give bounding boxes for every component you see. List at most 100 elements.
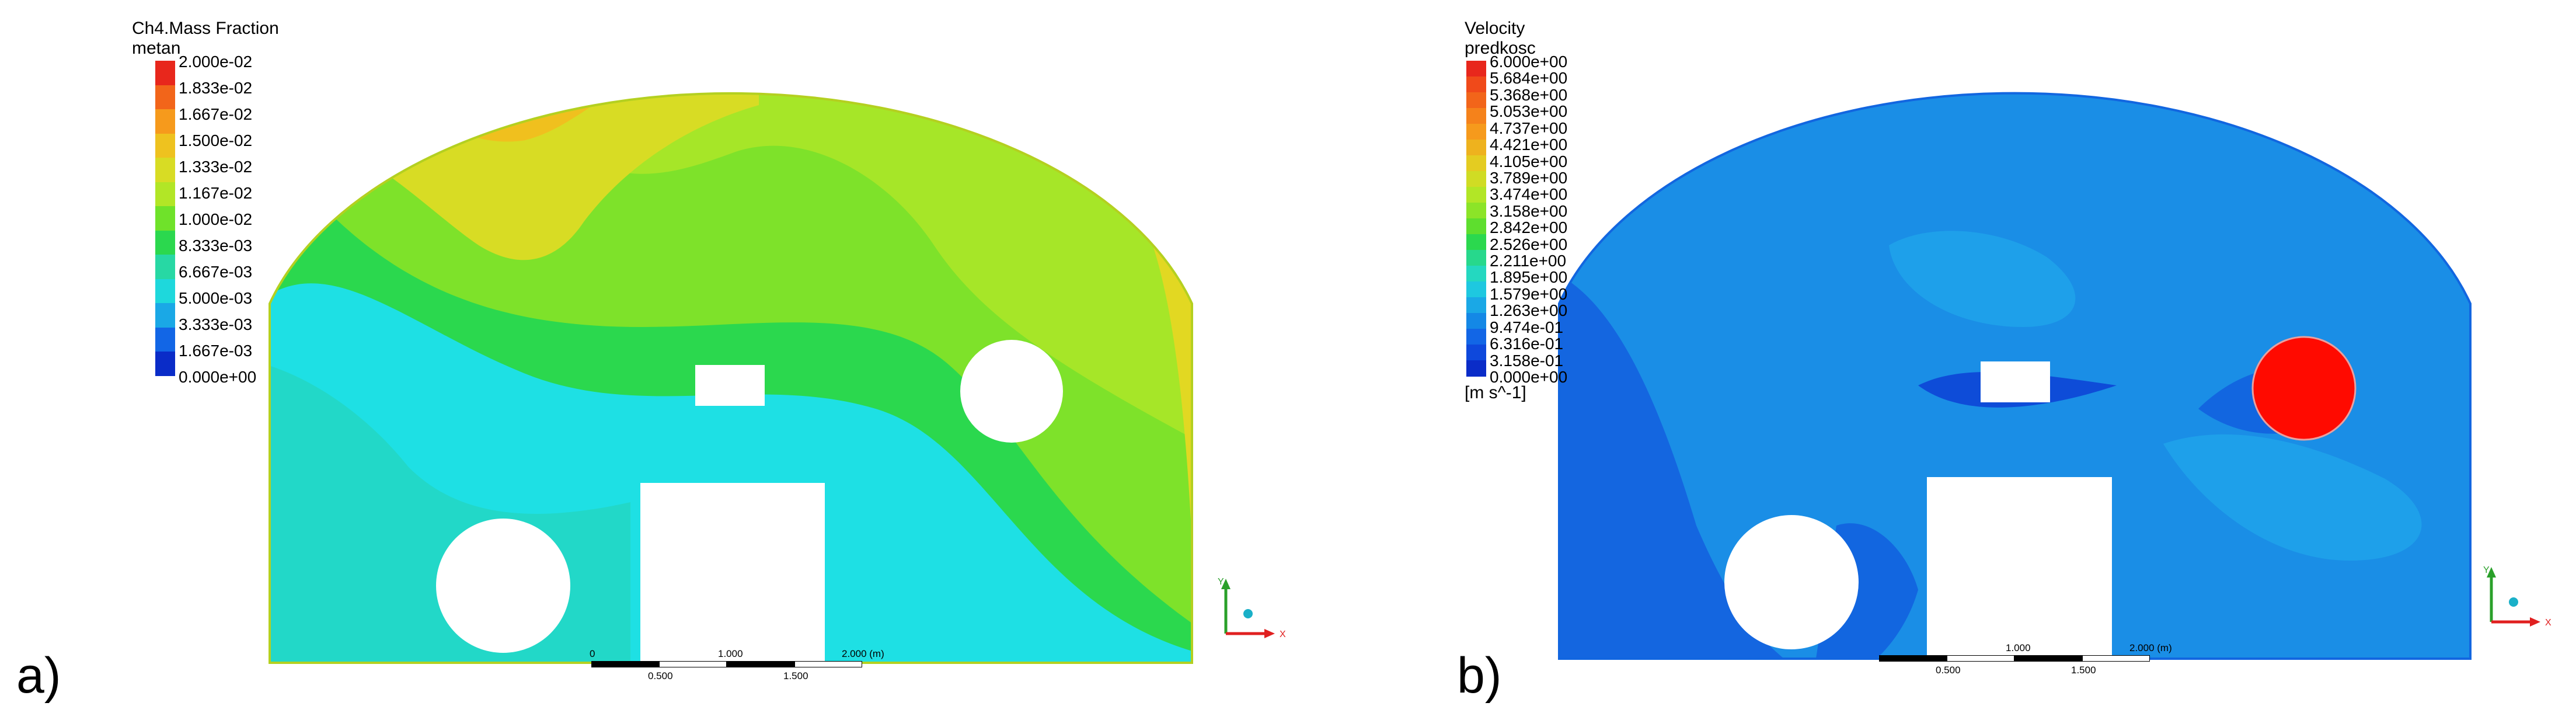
scale-label: 1.000	[2006, 642, 2031, 653]
color-bar	[155, 61, 175, 377]
color-bar-segment	[155, 158, 175, 183]
legend-tick-label: 2.211e+00	[1490, 252, 1567, 270]
scale-segment	[591, 661, 659, 667]
color-bar-segment	[155, 279, 175, 304]
scale-label: 1.000	[718, 648, 743, 659]
color-bar-segment	[1466, 155, 1486, 172]
legend-units: [m s^-1]	[1465, 383, 1526, 402]
legend-subtitle: predkosc	[1465, 39, 1536, 58]
legend-tick-label: 1.000e-02	[179, 210, 253, 228]
legend-tick-label: 3.158e+00	[1490, 201, 1568, 220]
panel-a: Ch4.Mass Fraction metan 2.000e-02 1.833e-…	[16, 19, 1286, 704]
scale-segment	[794, 661, 862, 667]
circular-obstacle-right	[2251, 336, 2357, 441]
color-bar-segment	[1466, 281, 1486, 298]
scale-label: 0	[590, 648, 595, 659]
color-bar-segment	[1466, 218, 1486, 235]
scale-segment	[727, 661, 794, 667]
panel-label: b)	[1457, 648, 1502, 704]
legend-tick-label: 2.526e+00	[1490, 235, 1568, 253]
color-bar-segment	[155, 109, 175, 134]
scale-segment	[1947, 655, 2014, 662]
color-bar-segment	[1466, 187, 1486, 203]
legend-tick-label: 6.000e+00	[1490, 53, 1568, 71]
legend-title: Velocity	[1465, 19, 1525, 38]
legend-tick-label: 0.000e+00	[1490, 368, 1568, 386]
color-bar-segment	[1466, 266, 1486, 282]
legend-tick-label: 5.368e+00	[1490, 85, 1568, 104]
velocity-contour-field	[1558, 92, 2472, 661]
color-bar-segment	[155, 206, 175, 231]
color-bar-segment	[1466, 124, 1486, 140]
legend-tick-label: 3.789e+00	[1490, 168, 1568, 187]
small-rectangle-obstacle	[695, 365, 765, 406]
color-bar-segment	[1466, 108, 1486, 124]
axis-triad-icon: Y X	[1218, 577, 1286, 639]
color-bar-segment	[1466, 329, 1486, 345]
scale-segment	[1879, 655, 1947, 662]
legend-tick-label: 3.333e-03	[179, 315, 253, 333]
color-bar-segment	[1466, 171, 1486, 187]
axis-y-label: Y	[2483, 565, 2490, 575]
legend-title: Ch4.Mass Fraction	[132, 19, 279, 38]
legend-tick-label: 1.167e-02	[179, 184, 253, 202]
circular-obstacle-left	[1724, 515, 1859, 649]
small-rectangle-obstacle	[1981, 361, 2050, 402]
legend-tick-label: 9.474e-01	[1490, 318, 1564, 336]
color-bar-segment	[155, 230, 175, 255]
legend-tick-label: 1.579e+00	[1490, 284, 1568, 303]
legend-tick-label: 3.474e+00	[1490, 185, 1568, 204]
legend-tick-label: 4.105e+00	[1490, 152, 1568, 171]
color-bar-segment	[1466, 203, 1486, 219]
color-bar-segment	[1466, 234, 1486, 251]
circular-obstacle-right	[960, 340, 1063, 443]
legend-tick-label: 2.000e-02	[179, 53, 253, 71]
panel-label: a)	[16, 648, 61, 704]
legend-tick-label: 5.684e+00	[1490, 69, 1568, 88]
scale-bar: 0 1.000 2.000 (m) 0.500 1.500	[590, 648, 884, 683]
color-bar-segment	[1466, 345, 1486, 361]
color-bar-segment	[1466, 61, 1486, 77]
legend-tick-label: 6.667e-03	[179, 263, 253, 281]
legend-tick-label: 6.316e-01	[1490, 335, 1564, 353]
scale-bar: 1.000 2.000 (m) 0.500 1.500	[1877, 642, 2172, 677]
color-bar-segment	[155, 61, 175, 86]
axis-x-label: X	[2545, 618, 2551, 628]
legend-tick-label: 2.842e+00	[1490, 218, 1568, 237]
color-bar-segment	[1466, 92, 1486, 109]
legend-tick-label: 5.000e-03	[179, 289, 253, 307]
legend-tick-label: 4.737e+00	[1490, 119, 1568, 137]
color-bar-segment	[1466, 297, 1486, 314]
color-bar-segment	[155, 182, 175, 207]
legend-tick-label: 1.833e-02	[179, 79, 253, 97]
legend-tick-label: 1.500e-02	[179, 131, 253, 149]
color-bar-segment	[1466, 250, 1486, 266]
color-bar-segment	[155, 133, 175, 158]
scale-segment	[2014, 655, 2082, 662]
scale-label: 1.500	[2071, 665, 2096, 676]
scale-segment	[659, 661, 727, 667]
scale-label: 1.500	[783, 670, 808, 681]
color-bar-segment	[155, 327, 175, 352]
legend-tick-label: 1.667e-02	[179, 105, 253, 123]
color-bar	[1466, 61, 1486, 377]
legend-tick-label: 1.263e+00	[1490, 301, 1568, 320]
scale-label: 2.000 (m)	[2129, 642, 2172, 653]
scale-label: 2.000 (m)	[842, 648, 884, 659]
legend-tick-label: 4.421e+00	[1490, 135, 1568, 154]
legend-tick-label: 1.333e-02	[179, 158, 253, 176]
legend-subtitle: metan	[132, 39, 181, 58]
circular-obstacle-left	[436, 519, 570, 653]
color-bar-segment	[155, 352, 175, 377]
panel-b: Velocity predkosc 6.000e+00 5.684e+00 5.36…	[1288, 0, 2575, 720]
color-bar-segment	[1466, 76, 1486, 93]
legend-tick-label: 1.667e-03	[179, 342, 253, 360]
legend-tick-label: 8.333e-03	[179, 236, 253, 255]
axis-y-label: Y	[1218, 577, 1224, 587]
color-bar-segment	[1466, 313, 1486, 329]
legend-tick-label: 5.053e+00	[1490, 102, 1568, 121]
scale-segment	[2082, 655, 2150, 662]
axis-triad-icon: Y X	[2483, 565, 2551, 628]
legend-tick-label: 0.000e+00	[179, 368, 257, 386]
axis-x-label: X	[1280, 629, 1286, 639]
